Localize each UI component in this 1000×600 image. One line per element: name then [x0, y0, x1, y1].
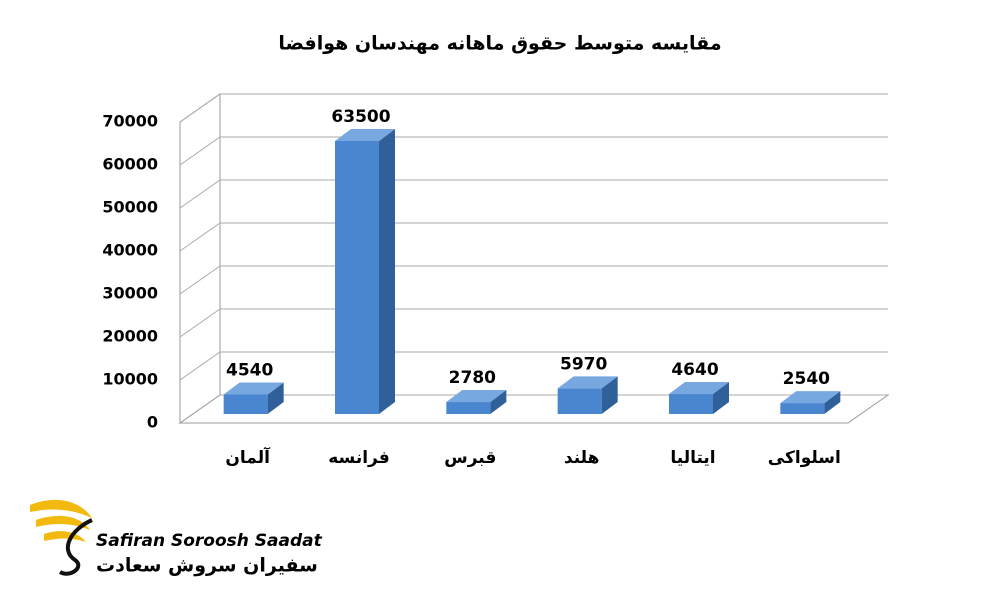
logo-latin: Safiran Soroosh Saadat	[96, 531, 323, 551]
grid-line	[179, 179, 888, 209]
grid-line	[179, 308, 888, 338]
bar-side	[267, 382, 284, 414]
bar-top	[446, 390, 507, 403]
y-tick-label: 70000	[102, 112, 158, 131]
bar	[335, 140, 379, 414]
bar	[557, 388, 602, 414]
bar	[223, 394, 268, 414]
chart-title: مقایسه متوسط حقوق ماهانه مهندسان هوافضا	[278, 33, 721, 55]
bar-side	[601, 376, 618, 414]
value-label: 4640	[671, 360, 718, 380]
bar-side	[824, 391, 841, 414]
y-tick-label: 0	[147, 413, 158, 432]
logo: Safiran Soroosh Saadat سفیران سروش سعادت	[30, 499, 323, 577]
value-label: 4540	[226, 360, 273, 380]
y-tick-label: 60000	[102, 155, 158, 174]
y-tick-label: 30000	[102, 284, 158, 303]
logo-wing	[30, 499, 92, 518]
x-tick-label: اسلواکی	[768, 448, 841, 468]
bar-top	[557, 376, 618, 389]
value-label: 2780	[449, 368, 496, 388]
x-tick-label: ایتالیا	[670, 448, 715, 468]
value-label: 2540	[783, 369, 830, 389]
bar-side	[713, 382, 729, 414]
y-tick-label: 20000	[102, 327, 158, 346]
grid-line	[179, 265, 888, 295]
bar	[446, 402, 491, 414]
grid-line	[179, 394, 888, 424]
bar-top	[780, 391, 841, 404]
logo-wing	[36, 515, 90, 530]
bar	[669, 394, 713, 414]
logo-persian: سفیران سروش سعادت	[96, 555, 318, 577]
value-label: 63500	[331, 107, 390, 127]
grid-line	[179, 136, 888, 166]
bar-side	[490, 390, 507, 414]
y-tick-label: 40000	[102, 241, 158, 260]
bar	[780, 403, 825, 414]
x-tick-label: آلمان	[225, 446, 271, 468]
y-tick-label: 10000	[102, 370, 158, 389]
x-tick-label: قبرس	[444, 448, 496, 468]
grid-line	[179, 222, 888, 252]
bar-side	[379, 128, 395, 414]
logo-s	[58, 518, 93, 576]
logo-wing	[44, 531, 86, 542]
bar-top	[223, 382, 284, 395]
value-label: 5970	[560, 354, 607, 374]
grid-line	[179, 351, 888, 381]
bar-top	[335, 128, 395, 141]
grid-line	[179, 93, 888, 123]
x-tick-label: فرانسه	[328, 448, 390, 468]
x-tick-label: هلند	[564, 448, 600, 468]
y-tick-label: 50000	[102, 198, 158, 217]
side-wall	[179, 93, 221, 424]
bar-top	[669, 382, 729, 395]
